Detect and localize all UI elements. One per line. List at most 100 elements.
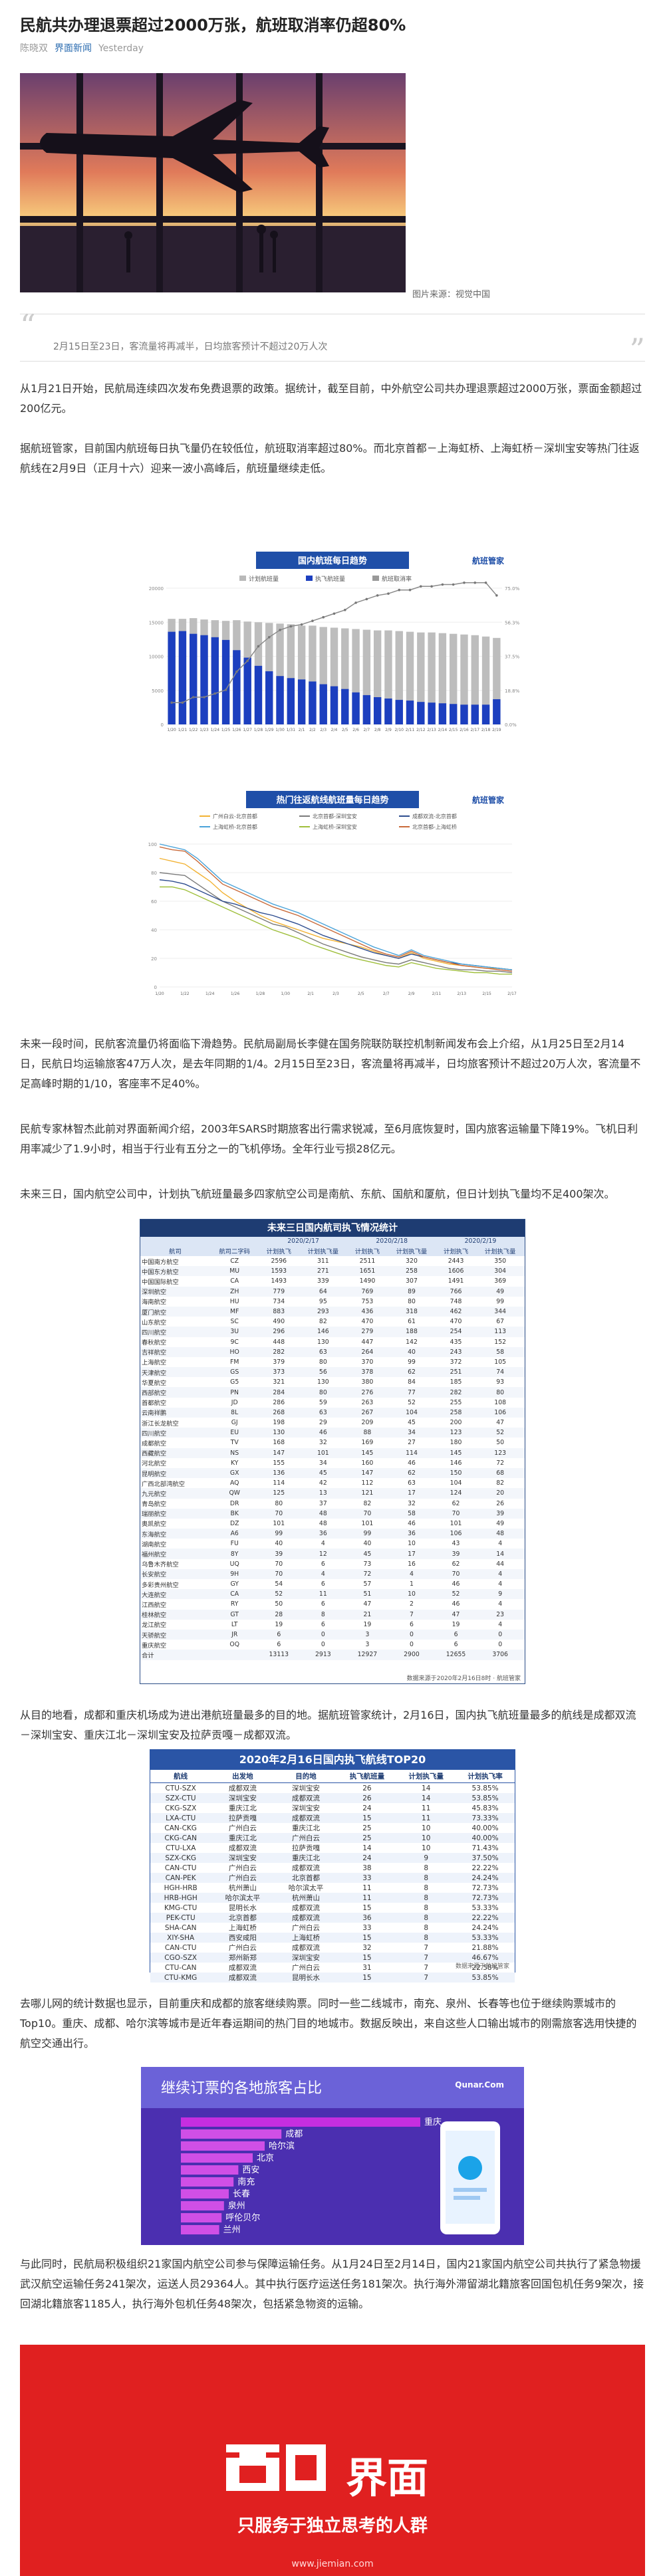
chart1-y2-tick: 18.8% <box>505 689 520 694</box>
table-cell: 39 <box>452 1550 460 1558</box>
table-cell: 70 <box>452 1509 460 1517</box>
table-cell: 哈尔滨太平 <box>288 1884 324 1892</box>
table-cell: 113 <box>494 1328 507 1336</box>
table-cell: 45 <box>319 1469 327 1477</box>
table-cell: 10 <box>422 1824 431 1832</box>
table-cell: 121 <box>361 1489 374 1497</box>
table-cell: 4 <box>321 1540 325 1548</box>
table-cell: 38 <box>362 1864 372 1872</box>
table-cell: 766 <box>450 1287 462 1295</box>
table-cell: FU <box>230 1540 239 1548</box>
table-cell: 40.00% <box>471 1824 499 1832</box>
table-cell: 中国国际航空 <box>142 1278 179 1286</box>
table-cell: 52 <box>496 1429 505 1437</box>
table-cell: 17 <box>408 1489 416 1497</box>
table-cell: 70 <box>363 1509 372 1517</box>
brand-banner[interactable]: 界面 只服务于独立思考的人群 www.jiemian.com <box>20 2345 645 2576</box>
chart1-bar-planned <box>319 627 327 724</box>
brand-url[interactable]: www.jiemian.com <box>291 2559 374 2569</box>
source-link[interactable]: 界面新闻 <box>55 43 92 54</box>
table-cell: 753 <box>361 1297 374 1305</box>
table-cell: 22.22% <box>471 1864 499 1872</box>
table-cell: 10 <box>422 1844 431 1852</box>
table-cell: 25 <box>362 1834 372 1842</box>
airplane-window-photo <box>20 73 406 292</box>
table-cell: 37 <box>319 1499 327 1507</box>
table-cell: 深圳宝安 <box>228 1854 257 1862</box>
table-cell: 10 <box>408 1590 416 1598</box>
table-cell: 68 <box>496 1469 505 1477</box>
chart2-legend-label: 上海虹桥-深圳宝安 <box>313 823 357 830</box>
table-cell: 734 <box>273 1297 285 1305</box>
table-cell: 中国南方航空 <box>142 1258 179 1266</box>
chart2-x-tick: 2/3 <box>332 992 339 996</box>
table-row: 东海航空 A6 99 36 99 36 106 48 <box>140 1529 525 1539</box>
table-cell: 11 <box>362 1893 372 1902</box>
table-row: 龙江航空 LT 19 6 19 6 19 4 <box>140 1619 525 1630</box>
table-cell: 36 <box>362 1913 372 1922</box>
table-cell: 185 <box>450 1378 462 1386</box>
table-cell: 32 <box>362 1943 372 1952</box>
table-cell: HGH-HRB <box>164 1883 198 1892</box>
chart1-bar-flown <box>428 702 436 724</box>
chart1-legend-label: 航班取消率 <box>382 575 412 583</box>
chart1-bar-flown <box>330 686 338 724</box>
chart1-bar-planned <box>384 630 392 724</box>
chart1-x-tick: 2/3 <box>320 728 327 732</box>
table-cell: 73 <box>363 1560 372 1568</box>
table-cell: 145 <box>450 1449 462 1457</box>
chart1-bar-flown <box>168 631 176 724</box>
table-cell: 380 <box>361 1378 374 1386</box>
table-cell: 4 <box>410 1570 414 1578</box>
table-row: 中国东方航空 MU 1593 271 1651 258 1606 304 <box>140 1266 525 1277</box>
airline-table: 2020/2/17 2020/2/18 2020/2/19 航司 航司二字码 计划执飞 计划… <box>140 1237 525 1660</box>
chart2-y-tick: 0 <box>154 985 157 990</box>
table-cell: 2900 <box>404 1651 420 1659</box>
table-cell: 344 <box>494 1308 507 1316</box>
table-cell: 7 <box>424 1953 429 1962</box>
table-cell: 34 <box>408 1429 416 1437</box>
table-cell: 46 <box>452 1600 460 1608</box>
chart1-bar-planned <box>481 636 490 724</box>
table-cell: 268 <box>273 1408 285 1416</box>
table-cell: 282 <box>273 1348 285 1356</box>
paragraph-8: 与此同时，民航局积极组织21家国内航空公司参与保障运输任务。从1月24日至2月1… <box>20 2258 644 2310</box>
table-cell: 42 <box>319 1479 327 1487</box>
table-cell: 243 <box>450 1348 462 1356</box>
author-name[interactable]: 陈晓双 <box>20 43 48 54</box>
table-cell: 48 <box>319 1509 327 1517</box>
table-cell: 52 <box>275 1590 283 1598</box>
table-cell: HO <box>229 1348 239 1356</box>
chart1-bar-flown <box>309 681 317 724</box>
table-cell: 52 <box>452 1590 460 1598</box>
table-cell: 福州航空 <box>142 1551 167 1559</box>
lead-quote: “ 2月15日至23日，客流量将再减半，日均旅客预计不超过20万人次 ” <box>20 310 645 365</box>
chart1-cancel-rate-point <box>354 601 357 604</box>
table-row: 山东航空 SC 490 82 470 61 470 67 <box>140 1317 525 1327</box>
table-cell: 11 <box>362 1883 372 1892</box>
table-row: 厦门航空 MF 883 293 436 318 462 344 <box>140 1306 525 1317</box>
table-cell: 4 <box>321 1570 325 1578</box>
table-cell: 深圳宝安 <box>292 1804 320 1812</box>
chart1-bar-planned <box>395 631 403 724</box>
table-cell: CKG-CAN <box>164 1834 197 1842</box>
chart1-x-tick: 1/29 <box>265 728 274 732</box>
table-cell: 33 <box>362 1923 372 1932</box>
table-cell: 1 <box>410 1580 414 1588</box>
table-cell: SZX-CKG <box>165 1854 197 1862</box>
table-cell: 大连航空 <box>142 1591 167 1599</box>
qunar-bar <box>181 2153 253 2163</box>
table-row: 春秋航空 9C 448 130 447 142 435 152 <box>140 1337 525 1347</box>
table-cell: 广州白云 <box>228 1874 257 1882</box>
table-cell: 西安咸阳 <box>228 1934 257 1942</box>
table-cell: 883 <box>273 1308 285 1316</box>
qunar-bar <box>181 2177 234 2187</box>
qunar-infographic: 继续订票的各地旅客占比 Qunar.Com 重庆 成都 哈尔滨 北京 西安 南充 长春 泉州呼… <box>141 2067 524 2245</box>
chart1-bar-planned <box>276 623 284 724</box>
chart2-x-tick: 1/28 <box>256 992 265 996</box>
table-cell: 45.83% <box>471 1804 499 1812</box>
table-cell: 146 <box>317 1328 329 1336</box>
chart1-cancel-rate-point <box>420 585 422 588</box>
table-cell: 拉萨贡嘎 <box>292 1844 320 1852</box>
